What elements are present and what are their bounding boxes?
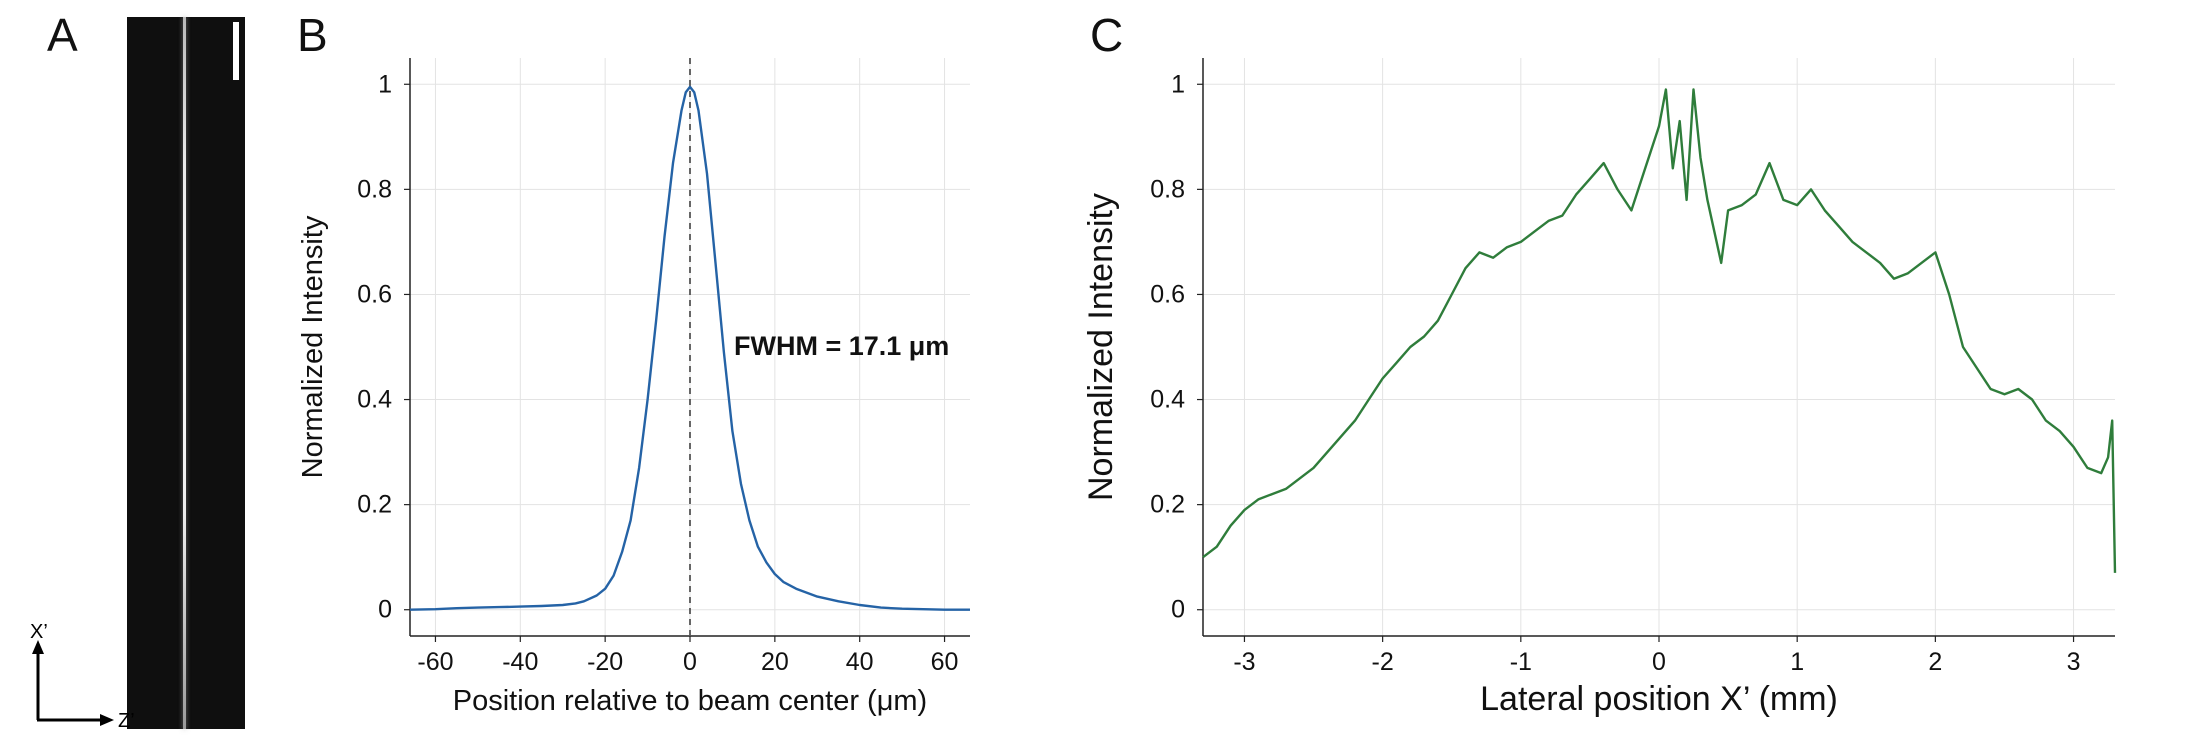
x-tick-label: 3: [2067, 648, 2081, 676]
orientation-axes: X’ Z’: [30, 624, 135, 732]
x-tick-label: -3: [1233, 648, 1255, 676]
y-axis-title: Normalized Intensity: [297, 215, 329, 478]
panel-c-letter: C: [1090, 9, 1124, 61]
x-axis-title: Position relative to beam center (μm): [453, 685, 927, 717]
x-tick-label: -1: [1510, 648, 1532, 676]
panel-a-letter: A: [47, 9, 78, 61]
y-tick-label: 0.8: [357, 175, 392, 203]
y-tick-label: 0.6: [1150, 280, 1185, 308]
light-sheet-beam-image: [127, 17, 245, 729]
x-tick-label: 40: [846, 648, 874, 676]
x-tick-label: 20: [761, 648, 789, 676]
x-tick-label: 1: [1790, 648, 1804, 676]
orientation-z-arrow-icon: [100, 714, 114, 726]
y-tick-label: 0.2: [357, 491, 392, 519]
x-axis-title: Lateral position X’ (mm): [1480, 680, 1838, 718]
beam-line: [183, 17, 186, 729]
orientation-z-label: Z’: [118, 710, 135, 732]
y-tick-label: 0.4: [357, 386, 392, 414]
x-tick-label: -60: [417, 648, 453, 676]
y-axis-title: Normalized Intensity: [1082, 193, 1120, 501]
x-tick-label: 0: [683, 648, 697, 676]
orientation-x-label: X’: [30, 624, 48, 643]
x-tick-label: -40: [502, 648, 538, 676]
y-tick-label: 0.4: [1150, 386, 1185, 414]
y-tick-label: 0.6: [357, 280, 392, 308]
y-tick-label: 1: [1171, 70, 1185, 98]
series-line-b: [409, 85, 970, 611]
scale-bar: [233, 22, 239, 80]
series-line-c: [1202, 88, 2117, 573]
y-tick-label: 0: [378, 596, 392, 624]
x-tick-label: 0: [1652, 648, 1666, 676]
x-tick-label: 60: [931, 648, 959, 676]
panel-b-letter: B: [297, 9, 328, 61]
x-tick-label: -2: [1372, 648, 1394, 676]
y-tick-label: 0.8: [1150, 175, 1185, 203]
orientation-x-arrow-icon: [32, 640, 44, 654]
fwhm-annotation: FWHM = 17.1 μm: [734, 331, 949, 361]
x-tick-label: 2: [1928, 648, 1942, 676]
y-tick-label: 0.2: [1150, 491, 1185, 519]
y-tick-label: 1: [378, 70, 392, 98]
x-tick-label: -20: [587, 648, 623, 676]
y-tick-label: 0: [1171, 596, 1185, 624]
